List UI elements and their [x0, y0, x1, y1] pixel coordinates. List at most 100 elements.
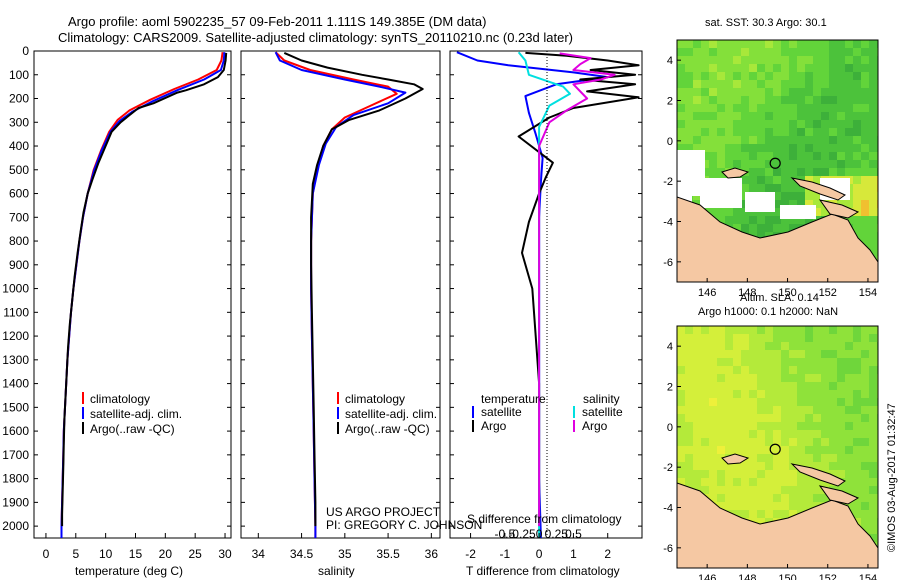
map-cell: [837, 48, 846, 57]
map-cell: [757, 510, 766, 519]
land-mask: [700, 178, 742, 208]
map-cell: [789, 144, 798, 153]
map-cell: [781, 96, 790, 105]
map-cell: [709, 478, 718, 487]
map-cell: [805, 422, 814, 431]
map-cell: [717, 152, 726, 161]
map-cell: [701, 56, 710, 65]
map-cell: [837, 72, 846, 81]
x-tick-label: 25: [189, 547, 203, 561]
map-cell: [717, 326, 726, 335]
map-cell: [773, 478, 782, 487]
map-cell: [861, 454, 870, 463]
depth-tick-label: 1200: [2, 329, 29, 343]
map-cell: [709, 48, 718, 57]
map-cell: [717, 406, 726, 415]
map-cell: [789, 334, 798, 343]
map-cell: [869, 526, 878, 535]
map-cell: [725, 128, 734, 137]
map-cell: [829, 56, 838, 65]
map-cell: [813, 334, 822, 343]
map-y-tick-label: -4: [663, 503, 673, 515]
map-cell: [717, 144, 726, 153]
map-cell: [805, 72, 814, 81]
map-cell: [781, 390, 790, 399]
map-cell: [725, 160, 734, 169]
map-cell: [773, 112, 782, 121]
map-cell: [701, 350, 710, 359]
map-cell: [725, 374, 734, 383]
map-cell: [837, 120, 846, 129]
map-cell: [765, 136, 774, 145]
map-cell: [813, 64, 822, 73]
map-cell: [869, 184, 878, 193]
x-tick-label: 34: [252, 547, 266, 561]
map-cell: [733, 72, 742, 81]
map-cell: [693, 80, 702, 89]
x-tick-label: 0: [536, 547, 543, 561]
map-cell: [725, 494, 734, 503]
map-cell: [773, 446, 782, 455]
map-cell: [725, 104, 734, 113]
map-cell: [821, 414, 830, 423]
map-cell: [869, 200, 878, 209]
map-cell: [765, 382, 774, 391]
map-cell: [773, 200, 782, 209]
map-cell: [773, 48, 782, 57]
map-cell: [853, 192, 862, 201]
map-cell: [709, 104, 718, 113]
map-cell: [837, 366, 846, 375]
x-tick-label: 36: [425, 547, 439, 561]
map-cell: [869, 366, 878, 375]
map-cell: [733, 96, 742, 105]
map-x-tick-label: 148: [738, 573, 756, 580]
map-cell: [709, 358, 718, 367]
map-cell: [733, 358, 742, 367]
map-cell: [829, 366, 838, 375]
map-cell: [773, 390, 782, 399]
map-cell: [813, 144, 822, 153]
map-cell: [789, 406, 798, 415]
map-cell: [853, 454, 862, 463]
map-cell: [733, 80, 742, 89]
map-y-tick-label: -4: [663, 217, 673, 229]
map-cell: [861, 446, 870, 455]
map-cell: [677, 40, 686, 49]
map-cell: [701, 136, 710, 145]
map-cell: [749, 510, 758, 519]
map-cell: [701, 462, 710, 471]
map-cell: [701, 486, 710, 495]
map-cell: [869, 430, 878, 439]
map-cell: [757, 422, 766, 431]
map-cell: [725, 112, 734, 121]
map-cell: [797, 478, 806, 487]
map-cell: [797, 64, 806, 73]
map-cell: [853, 216, 862, 225]
map-cell: [821, 350, 830, 359]
map-cell: [861, 112, 870, 121]
map-cell: [773, 136, 782, 145]
map-cell: [749, 430, 758, 439]
map-cell: [821, 96, 830, 105]
map-cell: [797, 502, 806, 511]
map-cell: [717, 462, 726, 471]
map-cell: [757, 478, 766, 487]
map-cell: [829, 168, 838, 177]
map-cell: [677, 478, 686, 487]
map-cell: [773, 470, 782, 479]
map-cell: [725, 48, 734, 57]
map-cell: [805, 366, 814, 375]
map-cell: [789, 48, 798, 57]
map-cell: [853, 200, 862, 209]
map-cell: [829, 414, 838, 423]
map-cell: [765, 366, 774, 375]
map-cell: [805, 128, 814, 137]
map-cell: [853, 176, 862, 185]
map-cell: [845, 462, 854, 471]
map-cell: [693, 128, 702, 137]
map-cell: [797, 438, 806, 447]
map-cell: [693, 462, 702, 471]
map-cell: [773, 40, 782, 49]
map-cell: [861, 422, 870, 431]
map-cell: [709, 152, 718, 161]
